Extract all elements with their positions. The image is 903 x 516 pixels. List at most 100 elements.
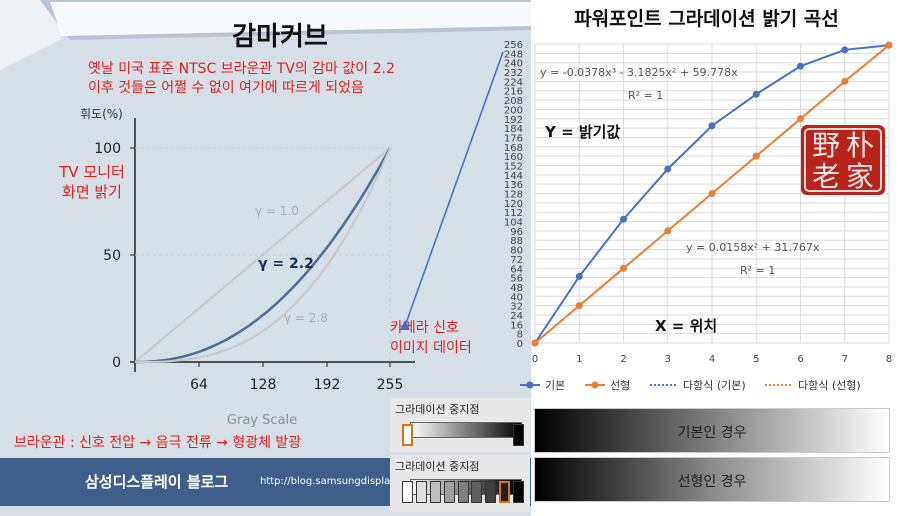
gradient-stop-handle[interactable] bbox=[485, 481, 497, 503]
y-tick-label: 184 bbox=[504, 124, 523, 135]
demo-bar-linear: 선형인 경우 bbox=[534, 457, 890, 502]
y-tick-label: 50 bbox=[103, 248, 121, 264]
y-tick-label: 144 bbox=[504, 171, 523, 182]
data-point bbox=[531, 339, 539, 347]
y-tick-label: 128 bbox=[504, 190, 523, 201]
y-tick-label: 16 bbox=[510, 320, 523, 331]
y-tick-label: 120 bbox=[504, 199, 523, 210]
trend-equation-default: y = -0.0378x³ - 3.1825x² + 59.778x bbox=[540, 66, 738, 79]
data-point bbox=[664, 165, 672, 173]
x-tick-label: 3 bbox=[665, 354, 671, 365]
gradient-stops-label: 그라데이션 중지점 bbox=[395, 403, 480, 416]
y-tick-label: 88 bbox=[510, 236, 523, 247]
x-axis-title: Gray Scale bbox=[227, 413, 297, 428]
y-tick-label: 208 bbox=[504, 96, 523, 107]
x-tick-label: 64 bbox=[190, 377, 208, 393]
r-squared-linear: R² = 1 bbox=[740, 264, 775, 277]
gradient-curve-title: 파워포인트 그라데이션 밝기 곡선 bbox=[574, 8, 839, 30]
y-tick-label: 8 bbox=[517, 330, 523, 341]
gradient-stop-handle[interactable] bbox=[402, 481, 413, 503]
x-tick-label: 2 bbox=[620, 354, 626, 365]
y-tick-label: 224 bbox=[504, 77, 523, 88]
y-tick-label: 40 bbox=[510, 292, 523, 303]
demo-label-linear: 선형인 경우 bbox=[677, 474, 747, 490]
y-tick-label: 256 bbox=[504, 40, 523, 51]
y-tick-label: 200 bbox=[504, 105, 523, 116]
gradient-stop-handle[interactable] bbox=[402, 424, 413, 446]
y-tick-label: 80 bbox=[510, 246, 523, 257]
slide-decoration bbox=[0, 0, 531, 70]
y-tick-label: 64 bbox=[510, 264, 523, 275]
y-axis-title: 휘도(%) bbox=[80, 107, 123, 121]
data-point bbox=[575, 272, 583, 280]
gradient-stop-handle[interactable] bbox=[471, 481, 483, 503]
x-meaning-label: X = 위치 bbox=[655, 317, 717, 335]
data-point bbox=[885, 41, 893, 49]
gradient-stop-handle[interactable] bbox=[513, 481, 524, 503]
gradient-stop-handle[interactable] bbox=[513, 424, 524, 446]
y-tick-label: 104 bbox=[504, 218, 523, 229]
blog-url[interactable]: http://blog.samsungdisplay. bbox=[260, 476, 398, 487]
legend-swatch-marker bbox=[526, 381, 534, 389]
data-point bbox=[708, 190, 716, 197]
data-point bbox=[797, 115, 804, 123]
gamma-curve-line bbox=[135, 147, 391, 363]
y-tick-label: 216 bbox=[504, 87, 523, 98]
ntsc-note-line1: 옛날 미국 표준 NTSC 브라운관 TV의 감마 값이 2.2 bbox=[88, 61, 395, 77]
y-tick-label: 248 bbox=[504, 49, 523, 60]
gradient-stops-widget-default[interactable]: 그라데이션 중지점 bbox=[390, 398, 530, 452]
gamma-curve-line bbox=[134, 147, 391, 363]
gradient-stops-label: 그라데이션 중지점 bbox=[395, 460, 480, 473]
y-tick-label: 100 bbox=[94, 141, 121, 157]
gradient-stop-handle[interactable] bbox=[415, 481, 427, 503]
gradient-stop-handle[interactable] bbox=[457, 481, 469, 503]
y-tick-label: 0 bbox=[112, 355, 121, 371]
y-tick-label: 232 bbox=[504, 68, 523, 79]
trend-equation-linear: y = 0.0158x² + 31.767x bbox=[686, 241, 820, 254]
tv-note-line1: TV 모니터 bbox=[59, 163, 125, 181]
blog-title: 삼성디스플레이 블로그 bbox=[85, 473, 229, 491]
x-tick-label: 8 bbox=[886, 354, 892, 365]
gamma-curve-line bbox=[135, 147, 392, 364]
gamma-series-label: γ = 1.0 bbox=[255, 204, 299, 218]
x-tick-label: 255 bbox=[377, 377, 404, 393]
seal-char-1: 野 bbox=[812, 129, 840, 162]
ntsc-note: 옛날 미국 표준 NTSC 브라운관 TV의 감마 값이 2.2 이후 것들은 … bbox=[88, 60, 488, 98]
camera-note-line2: 이미지 데이터 bbox=[390, 340, 472, 356]
data-point bbox=[620, 215, 627, 223]
seal-char-2: 朴 bbox=[846, 129, 874, 162]
data-point bbox=[575, 302, 583, 310]
y-tick-label: 176 bbox=[504, 133, 523, 144]
y-tick-label: 56 bbox=[510, 274, 523, 285]
y-tick-label: 112 bbox=[504, 208, 523, 219]
legend-label: 기본 bbox=[545, 379, 565, 392]
data-point bbox=[841, 46, 849, 54]
gradient-stop-handle[interactable] bbox=[499, 481, 511, 503]
data-point bbox=[752, 152, 760, 160]
data-point bbox=[841, 77, 849, 85]
gamma-series-label: γ = 2.8 bbox=[284, 311, 328, 325]
camera-note-line1: 카메라 신호 bbox=[390, 320, 459, 336]
pointer-line bbox=[404, 51, 504, 327]
legend-swatch-marker bbox=[591, 381, 599, 389]
x-tick-label: 7 bbox=[842, 354, 848, 365]
crt-process-note: 브라운관 : 신호 전압 → 음극 전류 → 형광체 발광 bbox=[14, 435, 302, 451]
gradient-stop-handle[interactable] bbox=[443, 481, 455, 503]
gradient-stops-widget-linear[interactable]: 그라데이션 중지점 bbox=[390, 455, 530, 512]
data-point bbox=[797, 62, 804, 70]
data-point bbox=[708, 122, 716, 130]
y-tick-label: 160 bbox=[504, 152, 523, 163]
legend-label: 다항식 (선형) bbox=[798, 379, 861, 392]
demo-bar-default: 기본인 경우 bbox=[534, 408, 890, 453]
y-tick-label: 96 bbox=[510, 227, 523, 238]
data-point bbox=[664, 227, 672, 235]
gradient-stop-handle[interactable] bbox=[429, 481, 441, 503]
seal-char-3: 老 bbox=[812, 160, 840, 193]
gamma-series-label: γ = 2.2 bbox=[258, 256, 314, 272]
y-tick-label: 72 bbox=[510, 255, 523, 266]
legend-label: 선형 bbox=[610, 379, 630, 392]
r-squared-default: R² = 1 bbox=[628, 89, 663, 102]
ntsc-note-line2: 이후 것들은 어쩔 수 없이 여기에 따르게 되었음 bbox=[88, 80, 364, 96]
x-tick-label: 0 bbox=[532, 354, 538, 365]
x-tick-label: 192 bbox=[314, 377, 341, 393]
